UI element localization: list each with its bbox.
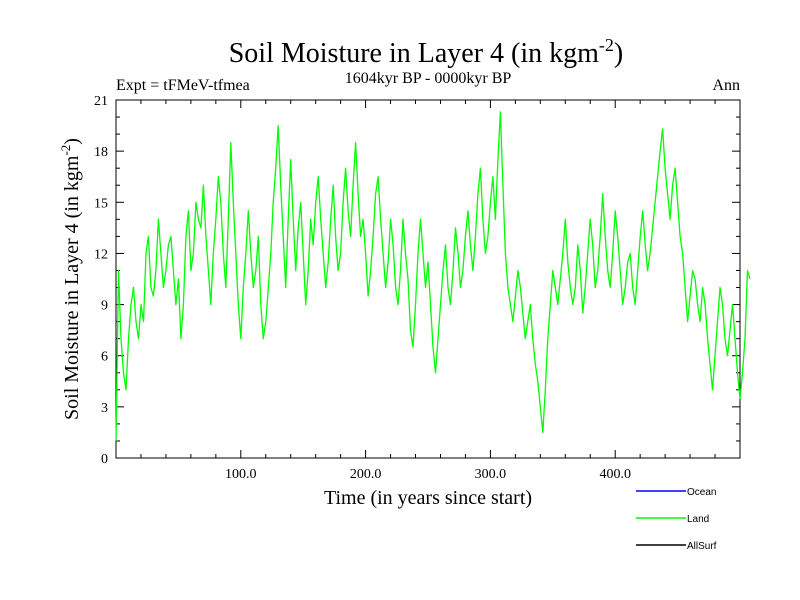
season-label: Ann bbox=[712, 77, 740, 94]
x-tick-label: 400.0 bbox=[599, 467, 631, 482]
y-tick-label: 9 bbox=[101, 299, 108, 314]
legend: Ocean Land AllSurf bbox=[636, 487, 717, 552]
y-tick-label: 18 bbox=[94, 145, 108, 160]
chart-title: Soil Moisture in Layer 4 (in kgm-2) bbox=[229, 35, 624, 69]
y-tick-label: 21 bbox=[94, 94, 108, 109]
series-line-land bbox=[115, 111, 751, 442]
x-tick-label: 200.0 bbox=[350, 467, 382, 482]
x-tick-label: 300.0 bbox=[475, 467, 507, 482]
x-tick-label: 100.0 bbox=[225, 467, 257, 482]
y-tick-label: 3 bbox=[101, 401, 108, 416]
legend-label-land: Land bbox=[687, 514, 709, 525]
y-axis-label: Soil Moisture in Layer 4 (in kgm-2) bbox=[58, 138, 83, 420]
expt-label: Expt = tFMeV-tfmea bbox=[116, 77, 250, 94]
x-axis: 100.0 200.0 300.0 400.0 bbox=[140, 100, 716, 482]
y-tick-label: 12 bbox=[94, 247, 108, 262]
chart-subtitle: 1604kyr BP - 0000kyr BP bbox=[345, 70, 512, 87]
plot-frame bbox=[115, 99, 741, 459]
x-axis-label: Time (in years since start) bbox=[324, 487, 532, 509]
y-tick-label: 15 bbox=[94, 196, 108, 211]
legend-label-ocean: Ocean bbox=[687, 487, 716, 498]
y-tick-label: 6 bbox=[101, 350, 108, 365]
y-axis: 0 3 6 9 12 15 18 21 bbox=[94, 94, 740, 467]
y-tick-label: 0 bbox=[101, 452, 108, 467]
legend-label-allsurf: AllSurf bbox=[687, 541, 717, 552]
series-layer bbox=[115, 111, 751, 442]
